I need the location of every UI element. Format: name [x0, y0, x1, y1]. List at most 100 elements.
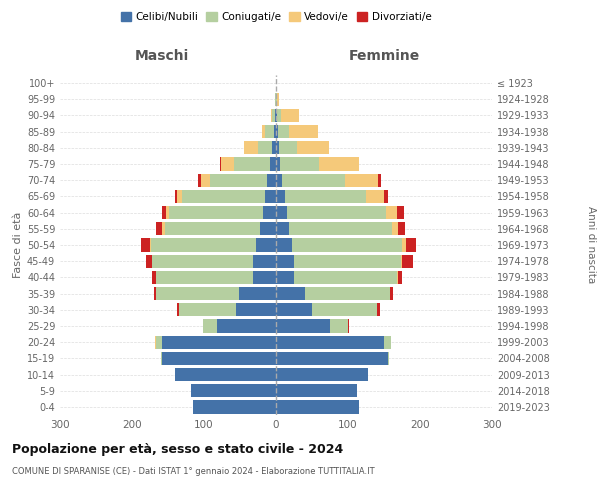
- Bar: [281, 109, 299, 122]
- Bar: [244, 141, 258, 154]
- Bar: [203, 320, 217, 332]
- Text: Popolazione per età, sesso e stato civile - 2024: Popolazione per età, sesso e stato civil…: [12, 442, 343, 456]
- Bar: [193, 400, 276, 413]
- Bar: [253, 254, 276, 268]
- Bar: [276, 352, 388, 365]
- Bar: [176, 190, 182, 203]
- Bar: [236, 303, 276, 316]
- Legend: Celibi/Nubili, Coniugati/e, Vedovi/e, Divorziati/e: Celibi/Nubili, Coniugati/e, Vedovi/e, Di…: [116, 8, 436, 26]
- Bar: [276, 158, 280, 170]
- Bar: [268, 174, 276, 187]
- Bar: [289, 125, 318, 138]
- Bar: [151, 238, 256, 252]
- Bar: [275, 109, 276, 122]
- Bar: [253, 270, 276, 284]
- Bar: [402, 238, 406, 252]
- Bar: [276, 174, 282, 187]
- Bar: [280, 158, 319, 170]
- Bar: [142, 238, 150, 252]
- Bar: [162, 206, 166, 220]
- Bar: [277, 109, 281, 122]
- Bar: [152, 254, 253, 268]
- Bar: [146, 254, 152, 268]
- Bar: [348, 320, 349, 332]
- Bar: [406, 238, 416, 252]
- Bar: [201, 174, 210, 187]
- Bar: [276, 336, 384, 349]
- Bar: [276, 92, 277, 106]
- Bar: [278, 125, 289, 138]
- Bar: [262, 125, 265, 138]
- Bar: [276, 384, 356, 398]
- Bar: [175, 190, 176, 203]
- Bar: [388, 352, 389, 365]
- Bar: [276, 141, 279, 154]
- Bar: [155, 336, 157, 349]
- Bar: [169, 206, 263, 220]
- Bar: [398, 222, 405, 235]
- Bar: [292, 238, 402, 252]
- Bar: [390, 287, 394, 300]
- Bar: [330, 320, 348, 332]
- Text: COMUNE DI SPARANISE (CE) - Dati ISTAT 1° gennaio 2024 - Elaborazione TUTTITALIA.: COMUNE DI SPARANISE (CE) - Dati ISTAT 1°…: [12, 468, 374, 476]
- Bar: [274, 125, 276, 138]
- Text: Maschi: Maschi: [135, 48, 189, 62]
- Bar: [392, 222, 398, 235]
- Y-axis label: Fasce di età: Fasce di età: [13, 212, 23, 278]
- Bar: [272, 109, 275, 122]
- Bar: [265, 190, 276, 203]
- Bar: [345, 174, 377, 187]
- Text: Anni di nascita: Anni di nascita: [586, 206, 596, 284]
- Bar: [398, 270, 402, 284]
- Bar: [276, 368, 368, 381]
- Bar: [276, 222, 289, 235]
- Bar: [276, 320, 330, 332]
- Bar: [377, 174, 381, 187]
- Bar: [157, 222, 162, 235]
- Bar: [265, 125, 274, 138]
- Bar: [162, 352, 276, 365]
- Bar: [276, 125, 278, 138]
- Bar: [276, 190, 284, 203]
- Bar: [157, 336, 162, 349]
- Bar: [312, 303, 377, 316]
- Bar: [272, 141, 276, 154]
- Bar: [294, 254, 401, 268]
- Bar: [154, 287, 156, 300]
- Bar: [402, 254, 413, 268]
- Bar: [162, 336, 276, 349]
- Bar: [276, 287, 305, 300]
- Bar: [156, 270, 253, 284]
- Bar: [282, 174, 345, 187]
- Bar: [279, 141, 297, 154]
- Bar: [277, 92, 279, 106]
- Bar: [152, 270, 156, 284]
- Bar: [297, 141, 329, 154]
- Bar: [276, 400, 359, 413]
- Bar: [258, 141, 272, 154]
- Bar: [263, 206, 276, 220]
- Bar: [386, 206, 397, 220]
- Bar: [276, 270, 294, 284]
- Bar: [176, 303, 179, 316]
- Bar: [384, 190, 388, 203]
- Bar: [210, 174, 268, 187]
- Bar: [162, 222, 165, 235]
- Bar: [276, 206, 287, 220]
- Bar: [270, 158, 276, 170]
- Bar: [397, 270, 398, 284]
- Bar: [377, 303, 380, 316]
- Bar: [217, 320, 276, 332]
- Bar: [276, 303, 312, 316]
- Bar: [289, 222, 392, 235]
- Bar: [256, 238, 276, 252]
- Bar: [366, 190, 384, 203]
- Bar: [150, 238, 151, 252]
- Bar: [234, 158, 270, 170]
- Bar: [276, 109, 277, 122]
- Bar: [305, 287, 390, 300]
- Bar: [161, 352, 162, 365]
- Bar: [384, 336, 391, 349]
- Bar: [276, 238, 292, 252]
- Bar: [276, 254, 294, 268]
